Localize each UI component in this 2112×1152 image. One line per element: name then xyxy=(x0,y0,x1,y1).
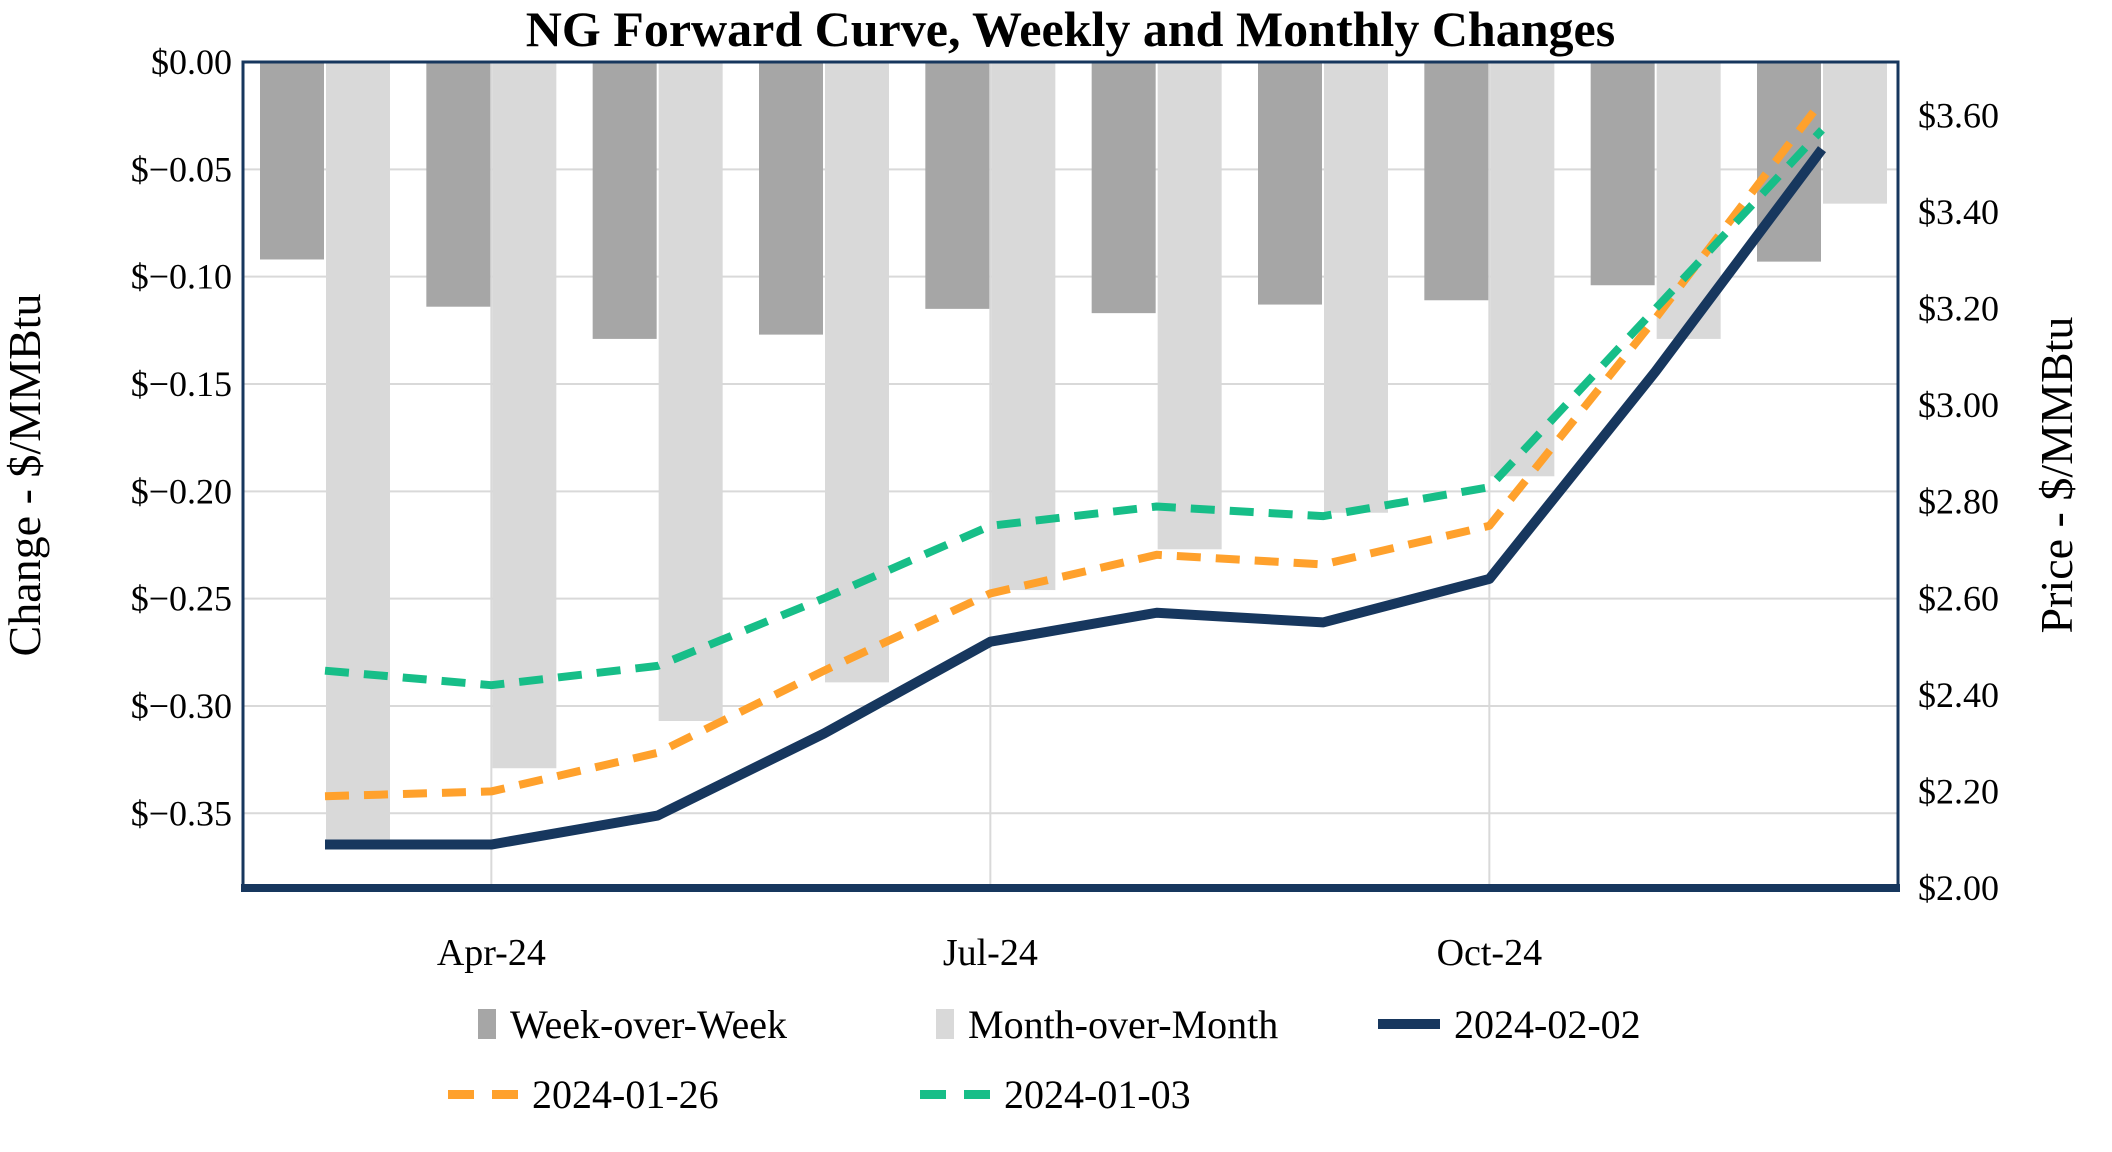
mom-bar-Dec-24 xyxy=(1823,63,1887,204)
wow-bar-May-24 xyxy=(592,63,657,339)
right-axis-tick-label: $2.20 xyxy=(1918,771,1999,811)
x-axis-tick-label: Apr-24 xyxy=(437,932,546,974)
mom-bar-May-24 xyxy=(658,63,723,721)
right-axis-title: Price - $/MMBtu xyxy=(2031,317,2082,634)
price-line-2024-02-02 xyxy=(325,146,1827,850)
left-axis-tick-label: $−0.10 xyxy=(131,257,232,297)
wow-bar-Sep-24 xyxy=(1258,63,1322,305)
left-axis-tick-label: $0.00 xyxy=(151,42,232,82)
wow-bar-Jul-24 xyxy=(925,63,990,309)
mom-bar-Jun-24 xyxy=(825,63,889,683)
mom-bar-Oct-24 xyxy=(1490,63,1555,477)
wow-bar-Apr-24 xyxy=(426,63,491,307)
right-axis-tick-label: $3.60 xyxy=(1918,95,1999,135)
mom-bar-Mar-24 xyxy=(326,63,390,844)
left-axis-tick-label: $−0.15 xyxy=(131,364,232,404)
wow-bar-Nov-24 xyxy=(1590,63,1655,286)
right-axis-tick-label: $3.40 xyxy=(1918,192,1999,232)
right-axis-tick-label: $2.60 xyxy=(1918,578,1999,618)
mom-bar-Sep-24 xyxy=(1324,63,1388,513)
price-line-2024-01-26 xyxy=(324,98,1826,801)
left-axis-title: Change - $/MMBtu xyxy=(0,294,50,657)
wow-bar-Aug-24 xyxy=(1091,63,1156,314)
right-axis-tick-label: $2.00 xyxy=(1918,868,1999,908)
left-axis-tick-label: $−0.30 xyxy=(131,686,232,726)
wow-bar-Mar-24 xyxy=(260,63,324,260)
x-axis-tick-label: Oct-24 xyxy=(1437,932,1543,974)
right-axis-tick-label: $3.20 xyxy=(1918,289,1999,329)
mom-bar-Aug-24 xyxy=(1157,63,1222,550)
left-axis-tick-label: $−0.35 xyxy=(131,793,232,833)
mom-bar-Jul-24 xyxy=(991,63,1056,591)
x-axis-tick-label: Jul-24 xyxy=(943,932,1038,974)
wow-bar-Jun-24 xyxy=(759,63,823,335)
price-line-2024-01-03 xyxy=(324,127,1825,690)
left-axis-tick-label: $−0.25 xyxy=(131,579,232,619)
right-axis-tick-label: $2.80 xyxy=(1918,482,1999,522)
mom-bar-Apr-24 xyxy=(492,63,557,769)
left-axis-tick-label: $−0.05 xyxy=(131,149,232,189)
right-axis-tick-label: $3.00 xyxy=(1918,385,1999,425)
right-axis-tick-label: $2.40 xyxy=(1918,675,1999,715)
left-axis-tick-label: $−0.20 xyxy=(131,471,232,511)
chart-title: NG Forward Curve, Weekly and Monthly Cha… xyxy=(525,1,1616,57)
wow-bar-Oct-24 xyxy=(1424,63,1489,301)
